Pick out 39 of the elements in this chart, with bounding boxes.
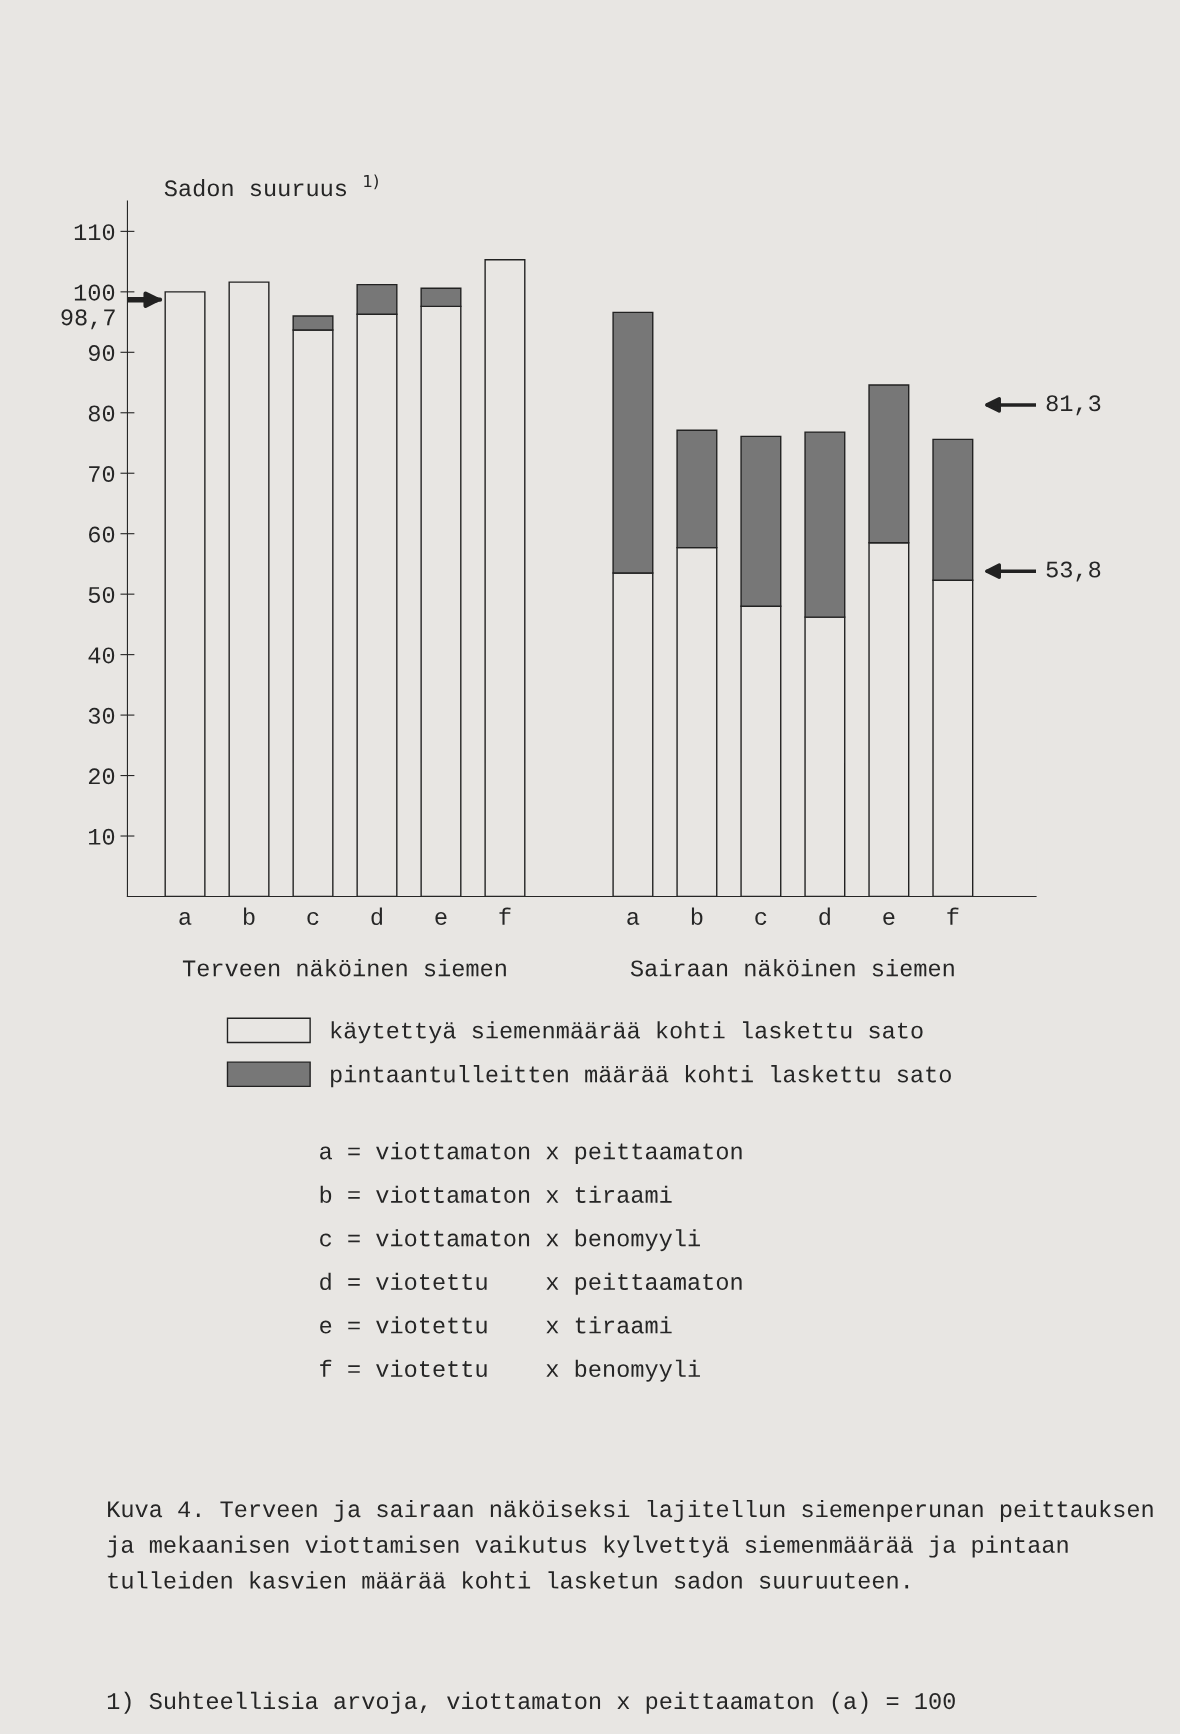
y-axis-title: Sadon suuruus $^{1)}$	[164, 174, 378, 197]
x-tick-label: c	[755, 911, 767, 925]
ref-line-label: 98,7	[61, 309, 115, 330]
legend-label: pintaantulleitten määrää kohti laskettu sato	[331, 1065, 951, 1088]
y-tick-label: 100	[74, 284, 115, 301]
legend-label: käytettyä siemenmäärää kohti laskettu sato	[331, 1021, 923, 1044]
y-tick-label: 110	[74, 224, 115, 241]
x-tick-label: a	[627, 911, 640, 925]
x-tick-label: b	[243, 907, 255, 925]
text: Terveen näköinen siemen	[182, 959, 506, 977]
text: b = viottamaton x tiraami	[320, 1185, 672, 1203]
text: d = viotettu x peittaamaton	[320, 1272, 742, 1295]
text: Kuva 4. Terveen ja sairaan näköiseksi lajitellun siemenperunan peittauksen ja mekaanisen viottamisen vaikutus kylvettyä siemenmäärää ja pintaan tulleiden kasvien määrää kohti lasketun sadon suuruuteen.	[107, 1499, 1153, 1589]
x-tick-label: e	[883, 911, 895, 925]
ref-line-label: 53,8	[1046, 561, 1101, 582]
x-tick-label: b	[691, 907, 703, 925]
text: f = viotettu x benomyyli	[320, 1359, 700, 1382]
ref-line-label: 81,3	[1046, 395, 1101, 416]
y-tick-label: 60	[89, 526, 115, 543]
y-tick-label: 70	[89, 465, 115, 483]
text: e = viotettu x tiraami	[320, 1316, 672, 1334]
text: a = viottamaton x peittaamaton	[320, 1142, 742, 1165]
y-tick-label: 50	[88, 586, 115, 603]
x-tick-label: f	[947, 907, 959, 925]
text: Sairaan näköinen siemen	[630, 959, 954, 977]
text: 1) Suhteellisia arvoja, viottamaton x peittaamaton (a) = 100	[107, 1691, 955, 1714]
y-tick-label: 10	[89, 828, 115, 845]
x-tick-label: a	[179, 911, 192, 925]
x-tick-label: d	[371, 907, 382, 925]
y-tick-label: 20	[88, 768, 115, 785]
y-tick-label: 80	[88, 405, 115, 422]
x-tick-label: d	[819, 907, 830, 925]
y-tick-label: 30	[88, 707, 115, 724]
text: c = viottamaton x benomyyli	[320, 1229, 700, 1252]
y-tick-label: 90	[88, 345, 115, 362]
x-tick-label: e	[435, 911, 447, 925]
y-tick-label: 40	[88, 647, 115, 664]
x-tick-label: f	[499, 907, 511, 925]
x-tick-label: c	[307, 911, 319, 925]
